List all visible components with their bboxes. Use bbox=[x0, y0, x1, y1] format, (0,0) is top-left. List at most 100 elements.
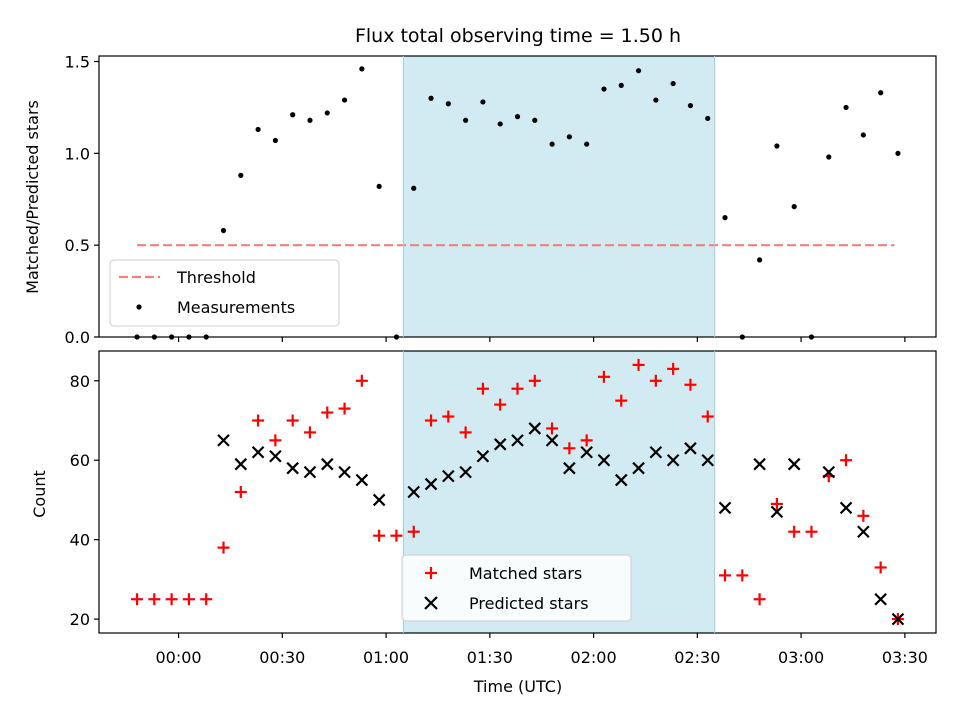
legend-matched-swatch bbox=[425, 567, 437, 579]
predicted-star-point bbox=[563, 461, 576, 475]
predicted-star-point bbox=[320, 457, 334, 471]
measurement-point bbox=[791, 204, 797, 210]
x-tick-label: 03:30 bbox=[882, 648, 928, 667]
predicted-star-point bbox=[787, 457, 801, 471]
measurement-point bbox=[566, 134, 572, 140]
measurement-point bbox=[324, 110, 330, 116]
x-tick-label: 01:00 bbox=[363, 648, 409, 667]
top-plot-frame bbox=[98, 55, 937, 338]
matched-star-point bbox=[649, 374, 662, 387]
matched-star-point bbox=[217, 541, 230, 554]
measurement-point bbox=[826, 154, 832, 160]
matched-star-point bbox=[459, 426, 472, 439]
matched-star-point bbox=[269, 434, 282, 447]
matched-star-point bbox=[407, 525, 420, 538]
measurement-point bbox=[359, 66, 365, 72]
matched-star-point bbox=[632, 358, 645, 371]
predicted-star-point bbox=[545, 434, 559, 447]
predicted-star-point bbox=[753, 457, 766, 471]
matched-star-point bbox=[200, 593, 213, 606]
predicted-star-point bbox=[511, 434, 524, 447]
measurement-point bbox=[895, 150, 901, 156]
matched-star-point bbox=[563, 442, 576, 455]
predicted-star-point bbox=[251, 446, 265, 459]
measurement-point bbox=[411, 185, 417, 191]
matched-star-point bbox=[476, 382, 489, 395]
legend-matched-label: Matched stars bbox=[469, 564, 582, 583]
matched-star-point bbox=[373, 529, 386, 542]
measurement-point bbox=[514, 114, 521, 120]
chart-title: Flux total observing time = 1.50 h bbox=[355, 25, 681, 47]
predicted-star-point bbox=[442, 469, 455, 483]
y-tick-label: 0.0 bbox=[65, 328, 90, 347]
predicted-star-point bbox=[424, 477, 438, 491]
y-tick-label: 1.0 bbox=[65, 144, 90, 163]
measurement-point bbox=[255, 126, 261, 133]
matched-star-point bbox=[857, 509, 870, 522]
predicted-star-point bbox=[597, 453, 611, 467]
measurement-point bbox=[549, 141, 555, 147]
predicted-star-point bbox=[770, 505, 784, 519]
measurement-point bbox=[341, 97, 348, 103]
predicted-star-point bbox=[891, 612, 905, 626]
matched-star-point bbox=[252, 414, 265, 427]
y-tick-label: 60 bbox=[70, 451, 90, 470]
matched-star-point bbox=[701, 410, 714, 423]
predicted-star-point bbox=[874, 592, 887, 606]
measurement-point bbox=[601, 86, 607, 92]
matched-star-point bbox=[321, 406, 334, 419]
x-tick-label: 00:30 bbox=[259, 648, 305, 667]
matched-star-point bbox=[684, 378, 697, 391]
matched-star-point bbox=[874, 561, 887, 574]
x-tick-label: 01:30 bbox=[467, 648, 513, 667]
measurement-point bbox=[774, 143, 780, 149]
measurement-point bbox=[653, 97, 659, 103]
predicted-star-point bbox=[666, 453, 680, 467]
matched-star-point bbox=[770, 497, 783, 510]
measurement-point bbox=[878, 90, 884, 96]
measurement-point bbox=[376, 183, 382, 189]
measurement-point bbox=[705, 115, 711, 122]
predicted-star-point bbox=[701, 453, 715, 467]
predicted-star-point bbox=[528, 422, 542, 435]
x-tick-label: 00:00 bbox=[155, 648, 201, 667]
measurement-point bbox=[618, 82, 624, 88]
matched-star-point bbox=[840, 454, 853, 467]
predicted-star-point bbox=[407, 485, 421, 499]
measurement-point bbox=[584, 141, 590, 147]
measurement-point bbox=[290, 112, 296, 118]
predicted-star-point bbox=[286, 461, 299, 475]
y-tick-label: 80 bbox=[70, 372, 90, 391]
top-y-axis-label: Matched/Predicted stars bbox=[23, 100, 42, 294]
predicted-star-point bbox=[234, 457, 248, 471]
matched-star-point bbox=[148, 593, 161, 606]
matched-star-point bbox=[736, 569, 749, 582]
predicted-star-point bbox=[649, 446, 663, 459]
predicted-star-point bbox=[857, 525, 870, 538]
measurement-point bbox=[670, 80, 676, 87]
matched-star-point bbox=[494, 398, 507, 411]
measurement-point bbox=[635, 68, 642, 74]
legend-measurements-swatch bbox=[136, 304, 142, 310]
bottom-panel: 20 40 60 80 00:00 00:30 01:00 01:30 02:00 02:30 0… bbox=[30, 350, 937, 696]
measurement-point bbox=[687, 102, 694, 109]
matched-star-point bbox=[182, 593, 195, 606]
predicted-star-point bbox=[476, 449, 490, 463]
matched-star-point bbox=[390, 529, 403, 542]
x-tick-label: 02:30 bbox=[674, 648, 720, 667]
matched-star-point bbox=[355, 374, 368, 387]
matched-star-point bbox=[234, 486, 247, 498]
x-tick-label: 02:00 bbox=[571, 648, 617, 667]
y-tick-label: 1.5 bbox=[65, 53, 90, 72]
y-tick-label: 20 bbox=[70, 610, 90, 629]
measurement-point bbox=[272, 137, 278, 144]
predicted-star-point bbox=[269, 449, 282, 463]
top-legend: Threshold Measurements bbox=[109, 259, 340, 327]
predicted-star-point bbox=[839, 501, 853, 515]
predicted-star-point bbox=[217, 434, 230, 447]
measurement-point bbox=[220, 227, 227, 234]
legend-measurements-label: Measurements bbox=[177, 298, 295, 317]
matched-star-point bbox=[546, 422, 559, 435]
matched-star-point bbox=[338, 402, 351, 415]
legend-predicted-swatch bbox=[424, 596, 438, 610]
